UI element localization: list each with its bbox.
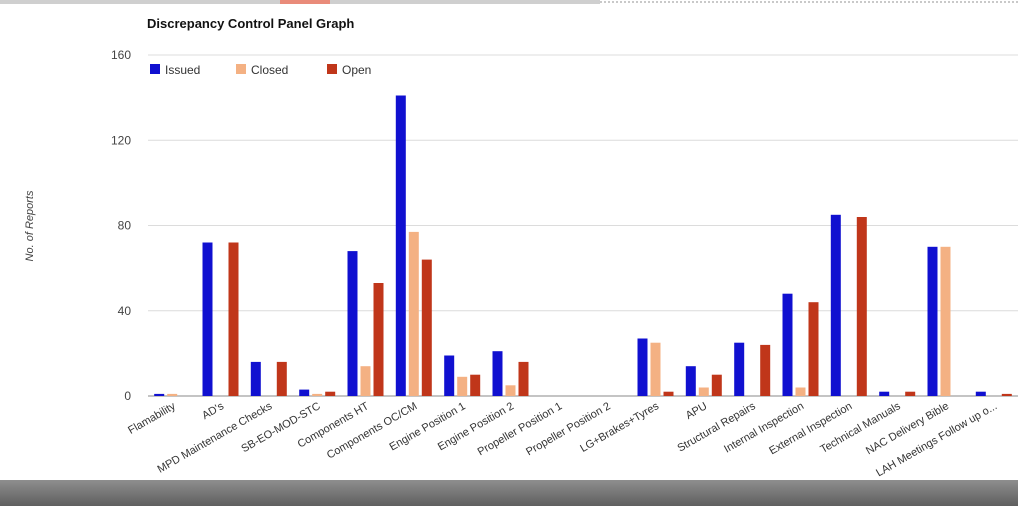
x-tick-label: LG+Brakes+Tyres (578, 400, 661, 455)
bar-issued-11 (685, 366, 696, 396)
x-tick-label: Components OC/CM (325, 400, 419, 461)
bar-closed-5 (408, 231, 419, 396)
grid-lines (148, 54, 1018, 397)
bar-issued-16 (927, 246, 938, 396)
legend-swatch-closed (236, 64, 246, 74)
bar-issued-15 (879, 391, 890, 396)
bar-issued-3 (299, 389, 310, 396)
bar-open-13 (808, 302, 819, 396)
legend-label-closed: Closed (251, 63, 288, 77)
bar-issued-10 (637, 338, 648, 396)
bar-closed-13 (795, 387, 806, 396)
bar-closed-6 (457, 376, 468, 396)
bar-issued-7 (492, 351, 503, 396)
bar-closed-10 (650, 342, 661, 396)
bar-issued-2 (250, 361, 261, 396)
x-tick-label: Technical Manuals (818, 400, 903, 456)
bar-open-6 (470, 374, 481, 396)
bar-closed-11 (698, 387, 709, 396)
bar-closed-7 (505, 385, 516, 396)
x-tick-label: Propeller Position 2 (524, 400, 613, 458)
y-tick-label: 40 (118, 304, 132, 318)
y-tick-label: 120 (111, 133, 131, 147)
y-tick-label: 0 (124, 389, 131, 403)
bar-issued-0 (154, 393, 165, 396)
bar-open-14 (856, 217, 867, 396)
top-toolbar-strip (0, 0, 1018, 4)
chart-title: Discrepancy Control Panel Graph (147, 16, 354, 31)
bar-closed-3 (312, 393, 323, 396)
top-dotted-divider (600, 1, 1018, 3)
bar-closed-0 (167, 393, 178, 396)
y-axis-ticks: 0 40 80 120 160 (111, 48, 131, 403)
bar-issued-14 (830, 214, 841, 396)
y-axis-label: No. of Reports (24, 190, 36, 261)
bar-open-5 (421, 259, 432, 396)
x-tick-label: AD's (200, 400, 226, 422)
x-tick-label: APU (684, 400, 710, 422)
x-tick-label: Flamability (126, 400, 178, 437)
x-tick-label: Propeller Position 1 (476, 400, 565, 458)
x-tick-label: Internal Inspection (722, 400, 806, 455)
legend-swatch-open (327, 64, 337, 74)
bar-issued-4 (347, 251, 358, 396)
legend-label-issued: Issued (165, 63, 200, 77)
bar-issued-13 (782, 293, 793, 396)
bar-open-2 (276, 361, 287, 396)
y-tick-label: 80 (118, 219, 132, 233)
legend-label-open: Open (342, 63, 371, 77)
legend: Issued Closed Open (150, 63, 371, 77)
bar-open-11 (711, 374, 722, 396)
bars (154, 95, 1012, 396)
bar-open-12 (760, 344, 771, 396)
bar-open-17 (1001, 393, 1012, 396)
bottom-status-bar (0, 480, 1018, 506)
bar-open-10 (663, 391, 674, 396)
x-tick-label: External Inspection (767, 400, 854, 457)
bar-issued-1 (202, 242, 213, 396)
bar-closed-16 (940, 246, 951, 396)
bar-open-4 (373, 283, 384, 396)
bar-open-3 (325, 391, 336, 396)
bar-issued-5 (395, 95, 406, 396)
discrepancy-chart: Discrepancy Control Panel Graph 0 40 80 120… (24, 16, 1018, 479)
x-tick-label: SB-EO-MOD-STC (239, 400, 322, 455)
bar-closed-4 (360, 366, 371, 396)
bar-open-1 (228, 242, 239, 396)
bar-issued-6 (444, 355, 455, 396)
bar-open-15 (905, 391, 916, 396)
bar-issued-12 (734, 342, 745, 396)
y-tick-label: 160 (111, 48, 131, 62)
bar-open-7 (518, 361, 529, 396)
bar-issued-17 (975, 391, 986, 396)
legend-swatch-issued (150, 64, 160, 74)
